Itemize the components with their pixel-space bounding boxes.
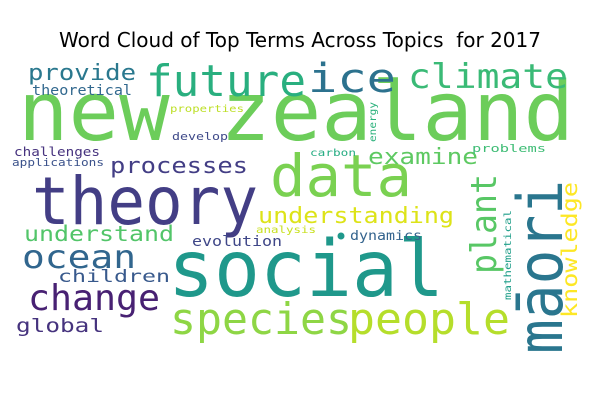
word-mathematical: mathematical — [503, 210, 514, 300]
word-plant: plant — [464, 174, 505, 274]
dot-mark — [337, 232, 345, 240]
word-global: global — [16, 315, 104, 337]
word-understanding: understanding — [258, 204, 454, 229]
word-dynamics: dynamics — [350, 229, 422, 244]
word-maori: māori — [504, 180, 577, 354]
word-analysis: analysis — [256, 225, 316, 236]
word-provide: provide — [28, 61, 136, 86]
word-theory: theory — [32, 163, 258, 240]
word-applications: applications — [12, 156, 104, 169]
word-ocean: ocean — [22, 238, 136, 276]
word-people: people — [348, 294, 510, 345]
word-children: children — [58, 267, 170, 287]
word-properties: properties — [170, 104, 244, 115]
word-future: future — [146, 56, 306, 107]
chart-title: Word Cloud of Top Terms Across Topics fo… — [59, 28, 541, 52]
word-carbon: carbon — [310, 148, 356, 159]
word-knowledge: knowledge — [558, 182, 582, 318]
word-problems: problems — [472, 142, 546, 155]
word-new-zealand: new zealand — [18, 65, 574, 160]
word-develop: develop — [172, 130, 228, 143]
word-evolution: evolution — [192, 234, 282, 250]
word-data: data — [270, 142, 412, 210]
word-species: species — [170, 294, 352, 345]
word-ice: ice — [308, 56, 396, 102]
word-change: change — [28, 278, 160, 319]
word-processes: processes — [110, 154, 248, 179]
word-energy: energy — [368, 102, 379, 142]
word-theoretical: theoretical — [32, 83, 132, 99]
word-understand: understand — [24, 222, 174, 246]
word-examine: examine — [368, 145, 478, 170]
word-challenges: challenges — [14, 145, 100, 159]
word-climate: climate — [408, 57, 568, 97]
word-social: social — [168, 225, 444, 315]
